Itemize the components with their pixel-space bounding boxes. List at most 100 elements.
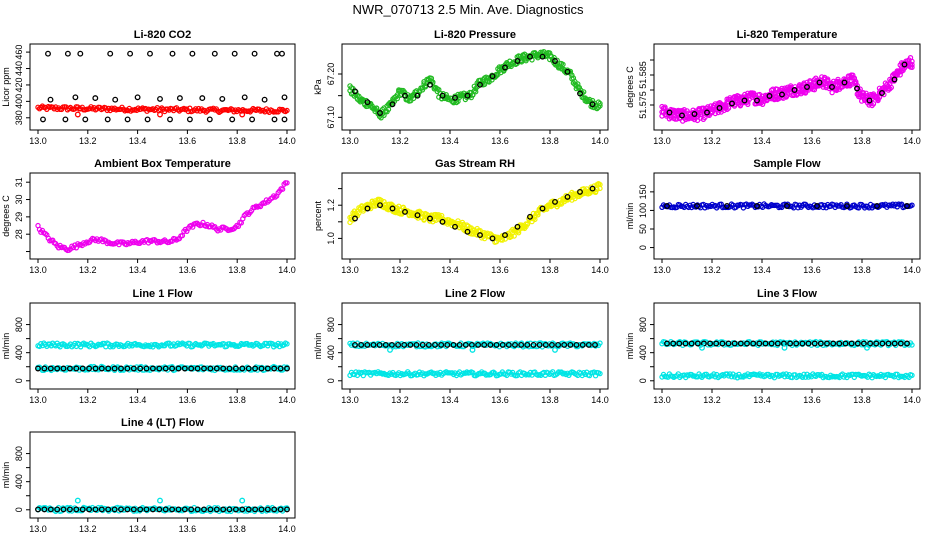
data-point xyxy=(271,116,278,123)
panel-title: Line 4 (LT) Flow xyxy=(121,417,204,429)
data-point xyxy=(548,341,555,348)
y-tick-label: 800 xyxy=(14,446,24,461)
data-point xyxy=(40,116,46,123)
y-tick-label: 0 xyxy=(638,245,648,250)
data-point xyxy=(489,73,496,80)
data-point xyxy=(579,341,586,348)
data-point xyxy=(754,203,760,209)
data-point xyxy=(901,61,908,68)
y-axis-label: ml/min xyxy=(313,333,323,360)
data-point xyxy=(866,97,873,104)
x-tick-label: 13.6 xyxy=(803,395,821,405)
data-point xyxy=(92,365,99,372)
data-point xyxy=(284,506,290,513)
data-point xyxy=(833,86,840,93)
series-averages xyxy=(352,341,598,348)
data-point xyxy=(175,365,182,372)
data-point xyxy=(201,365,207,372)
data-point xyxy=(264,365,271,372)
data-point xyxy=(438,341,445,348)
plot-frame xyxy=(653,302,921,390)
data-point xyxy=(86,365,93,372)
data-point xyxy=(144,116,151,123)
data-point xyxy=(66,365,73,372)
x-tick-label: 13.0 xyxy=(341,136,359,146)
data-point xyxy=(489,235,496,242)
x-tick-label: 13.0 xyxy=(29,136,47,146)
data-point xyxy=(481,341,488,348)
data-point xyxy=(552,346,558,353)
panel-title: Gas Stream RH xyxy=(435,158,515,170)
data-point xyxy=(552,198,558,205)
data-point xyxy=(502,64,508,71)
data-point xyxy=(239,506,246,513)
y-tick-label: 50 xyxy=(638,224,648,234)
x-tick-label: 13.4 xyxy=(129,136,147,146)
data-point xyxy=(664,203,670,209)
x-tick-label: 14.0 xyxy=(278,395,296,405)
data-point xyxy=(664,340,670,347)
data-point xyxy=(816,79,823,86)
data-point xyxy=(573,341,580,348)
data-point xyxy=(707,340,714,347)
data-point xyxy=(86,506,93,513)
data-point xyxy=(124,365,131,372)
data-point xyxy=(787,340,794,347)
x-tick-label: 13.6 xyxy=(179,524,197,534)
x-tick-label: 13.4 xyxy=(753,395,771,405)
x-tick-label: 14.0 xyxy=(278,265,296,275)
data-point xyxy=(258,365,265,372)
x-tick-label: 13.0 xyxy=(653,395,671,405)
data-point xyxy=(130,365,137,372)
data-point xyxy=(189,50,196,57)
data-point xyxy=(112,96,119,103)
data-point xyxy=(111,365,118,372)
data-point xyxy=(186,116,193,123)
data-point xyxy=(73,365,80,372)
plot-frame xyxy=(29,43,296,131)
x-tick-label: 14.0 xyxy=(591,136,609,146)
data-point xyxy=(62,116,69,123)
data-point xyxy=(352,341,358,348)
y-tick-label: 800 xyxy=(14,317,24,332)
data-point xyxy=(885,340,892,347)
panel-title: Li-820 Temperature xyxy=(737,29,838,41)
page-title: NWR_070713 2.5 Min. Ave. Diagnostics xyxy=(352,2,584,17)
data-point xyxy=(439,218,446,225)
data-point xyxy=(873,340,880,347)
x-tick-label: 13.6 xyxy=(803,136,821,146)
series-main xyxy=(35,340,290,350)
data-point xyxy=(814,203,820,209)
x-tick-label: 13.6 xyxy=(179,395,197,405)
data-point xyxy=(444,341,451,348)
data-point xyxy=(564,193,571,200)
data-point xyxy=(487,341,494,348)
data-point xyxy=(524,221,531,227)
data-point xyxy=(784,203,790,209)
data-point xyxy=(73,506,80,513)
y-tick-label: 0 xyxy=(14,507,24,512)
data-point xyxy=(41,506,48,513)
data-point xyxy=(385,106,392,113)
x-tick-label: 13.6 xyxy=(491,136,509,146)
data-point xyxy=(226,365,233,372)
data-point xyxy=(104,116,111,123)
data-point xyxy=(824,340,830,347)
y-axis-label: degrees C xyxy=(625,66,635,108)
data-point xyxy=(261,96,268,103)
data-point xyxy=(199,95,206,102)
data-point xyxy=(762,340,769,347)
data-point xyxy=(124,116,131,123)
data-point xyxy=(377,202,383,209)
data-point xyxy=(47,365,54,372)
data-point xyxy=(413,341,420,348)
panel-rh: Gas Stream RH percent 13.0 13.2 13.4 13.6 13.8… xyxy=(313,158,609,275)
data-point xyxy=(514,58,521,64)
data-point xyxy=(79,506,86,513)
data-point xyxy=(539,53,546,60)
data-point xyxy=(450,341,457,348)
data-point xyxy=(274,50,280,57)
series-main xyxy=(347,180,603,245)
data-point xyxy=(388,341,395,348)
data-point xyxy=(774,340,781,347)
